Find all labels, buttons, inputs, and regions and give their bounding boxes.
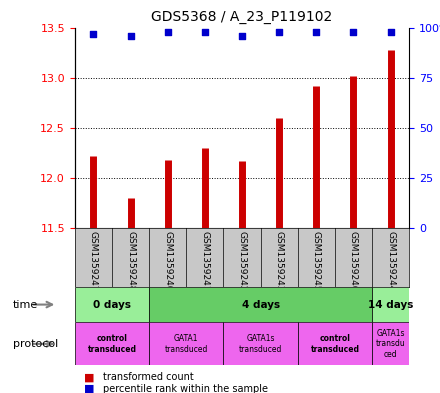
Point <box>350 28 357 35</box>
Text: GATA1s
transdu
ced: GATA1s transdu ced <box>376 329 406 359</box>
Text: GSM1359241: GSM1359241 <box>200 231 209 291</box>
Bar <box>149 287 372 322</box>
Bar <box>224 322 298 365</box>
Bar <box>75 287 149 322</box>
Text: GSM1359242: GSM1359242 <box>238 231 246 291</box>
Point <box>90 30 97 37</box>
Text: GSM1359243: GSM1359243 <box>275 231 284 291</box>
Text: control
transduced: control transduced <box>88 334 136 354</box>
Text: ■: ■ <box>84 384 94 393</box>
Point <box>275 28 282 35</box>
Text: GSM1359245: GSM1359245 <box>312 231 321 291</box>
Text: ■: ■ <box>84 372 94 382</box>
Text: GSM1359248: GSM1359248 <box>126 231 135 291</box>
Text: GATA1s
transduced: GATA1s transduced <box>239 334 282 354</box>
Text: transformed count: transformed count <box>103 372 194 382</box>
Point <box>127 32 134 39</box>
Text: time: time <box>13 299 38 310</box>
Text: GSM1359246: GSM1359246 <box>349 231 358 291</box>
Text: GSM1359244: GSM1359244 <box>386 231 395 291</box>
Text: percentile rank within the sample: percentile rank within the sample <box>103 384 268 393</box>
Bar <box>298 322 372 365</box>
Bar <box>372 287 409 322</box>
Bar <box>75 322 149 365</box>
Title: GDS5368 / A_23_P119102: GDS5368 / A_23_P119102 <box>151 10 333 24</box>
Bar <box>149 322 224 365</box>
Bar <box>372 322 409 365</box>
Text: 0 days: 0 days <box>93 299 131 310</box>
Text: 4 days: 4 days <box>242 299 280 310</box>
Text: control
transduced: control transduced <box>310 334 359 354</box>
Text: 14 days: 14 days <box>368 299 413 310</box>
Point <box>387 28 394 35</box>
Text: protocol: protocol <box>13 339 59 349</box>
Text: GSM1359240: GSM1359240 <box>163 231 172 291</box>
Point <box>164 28 171 35</box>
Text: GSM1359247: GSM1359247 <box>89 231 98 291</box>
Point <box>313 28 320 35</box>
Text: GATA1
transduced: GATA1 transduced <box>165 334 208 354</box>
Point <box>238 32 246 39</box>
Point <box>202 28 209 35</box>
